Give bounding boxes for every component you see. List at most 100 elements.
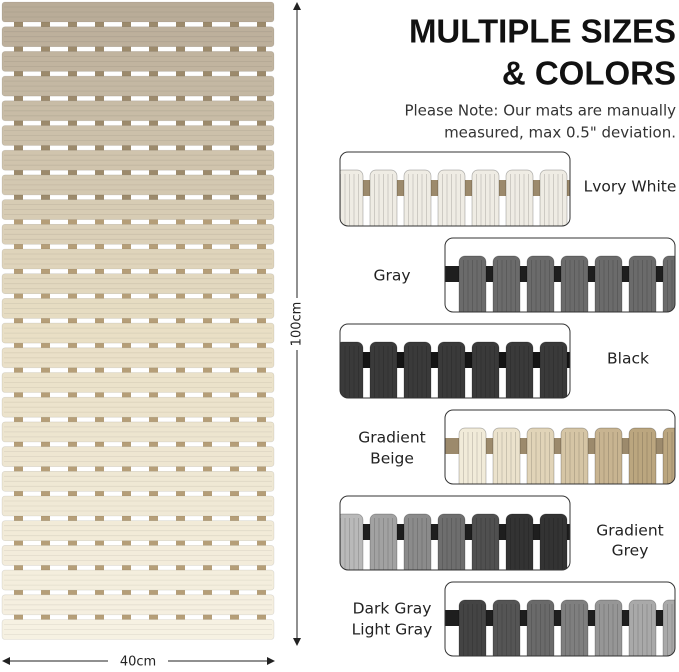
connector: [95, 589, 104, 596]
connector: [68, 589, 77, 596]
connector: [149, 317, 158, 325]
connector: [41, 70, 50, 78]
slat: [1, 100, 275, 122]
slat-end: [662, 255, 675, 312]
connector: [176, 391, 185, 399]
swatch-frame: [339, 495, 571, 571]
connector: [95, 366, 104, 374]
swatch-body: [340, 513, 570, 570]
connector: [257, 613, 266, 621]
connector: [203, 45, 212, 53]
connector: [95, 95, 104, 102]
slat: [1, 26, 275, 48]
connector: [95, 416, 104, 423]
connector: [230, 416, 239, 423]
connector: [176, 515, 185, 522]
connector: [176, 268, 185, 275]
swatch: Gray: [373, 237, 676, 313]
connector: [122, 465, 131, 473]
swatch-frame: [444, 409, 676, 485]
connector: [203, 366, 212, 374]
swatch-body: [445, 427, 675, 484]
connector: [257, 440, 266, 448]
connector: [95, 515, 104, 522]
connector: [176, 465, 185, 473]
slat: [1, 273, 275, 295]
slat: [1, 224, 275, 245]
connector: [122, 440, 131, 448]
slat: [1, 396, 275, 418]
connector: [149, 169, 158, 176]
connector: [149, 243, 158, 250]
connector: [95, 292, 104, 300]
connector: [257, 515, 266, 522]
connector: [230, 613, 239, 621]
connector: [176, 440, 185, 448]
connector: [95, 613, 104, 621]
note: measured, max 0.5" deviation.: [444, 124, 676, 142]
color-label: Dark Gray: [353, 600, 432, 618]
connector: [122, 342, 131, 349]
connector: [95, 70, 104, 78]
connector: [230, 70, 239, 78]
color-label: Gray: [373, 267, 410, 285]
connector: [257, 169, 266, 176]
connector: [95, 490, 104, 497]
connector: [203, 613, 212, 621]
color-label: Lvory White: [584, 178, 677, 196]
connector: [176, 70, 185, 78]
connector: [203, 589, 212, 596]
connector: [68, 45, 77, 53]
connector: [230, 45, 239, 53]
connector: [122, 292, 131, 300]
slat: [1, 1, 275, 23]
connector: [68, 169, 77, 176]
connector: [14, 440, 23, 448]
connector: [122, 589, 131, 596]
connector: [230, 564, 239, 572]
connector: [257, 317, 266, 325]
connector: [257, 95, 266, 102]
connector: [14, 465, 23, 473]
swatch-body: [340, 169, 570, 226]
connector: [68, 515, 77, 522]
connector: [68, 539, 77, 547]
connector: [230, 21, 239, 28]
connector: [149, 70, 158, 78]
connector: [68, 21, 77, 28]
slat: [1, 322, 275, 344]
connector: [122, 515, 131, 522]
connector: [176, 539, 185, 547]
connector: [122, 193, 131, 201]
connector: [149, 193, 158, 201]
connector: [257, 490, 266, 497]
connector: [41, 391, 50, 399]
connector: [230, 490, 239, 497]
connector: [176, 317, 185, 325]
connector: [230, 268, 239, 275]
connector: [176, 243, 185, 250]
connector: [176, 95, 185, 102]
swatch-body: [445, 255, 675, 312]
swatch: Black: [339, 323, 649, 399]
connector: [149, 416, 158, 423]
connector: [149, 144, 158, 152]
slat: [1, 446, 275, 467]
connector: [68, 95, 77, 102]
connector: [68, 416, 77, 423]
connector: [257, 70, 266, 78]
connector: [95, 440, 104, 448]
connector: [257, 589, 266, 596]
connector: [41, 490, 50, 497]
connector: [14, 218, 23, 226]
connector: [203, 144, 212, 152]
connector: [122, 366, 131, 374]
connector: [122, 218, 131, 226]
connector: [149, 490, 158, 497]
connector: [68, 292, 77, 300]
connector: [95, 465, 104, 473]
connector: [41, 366, 50, 374]
slat: [1, 298, 275, 319]
slat: [1, 174, 275, 196]
